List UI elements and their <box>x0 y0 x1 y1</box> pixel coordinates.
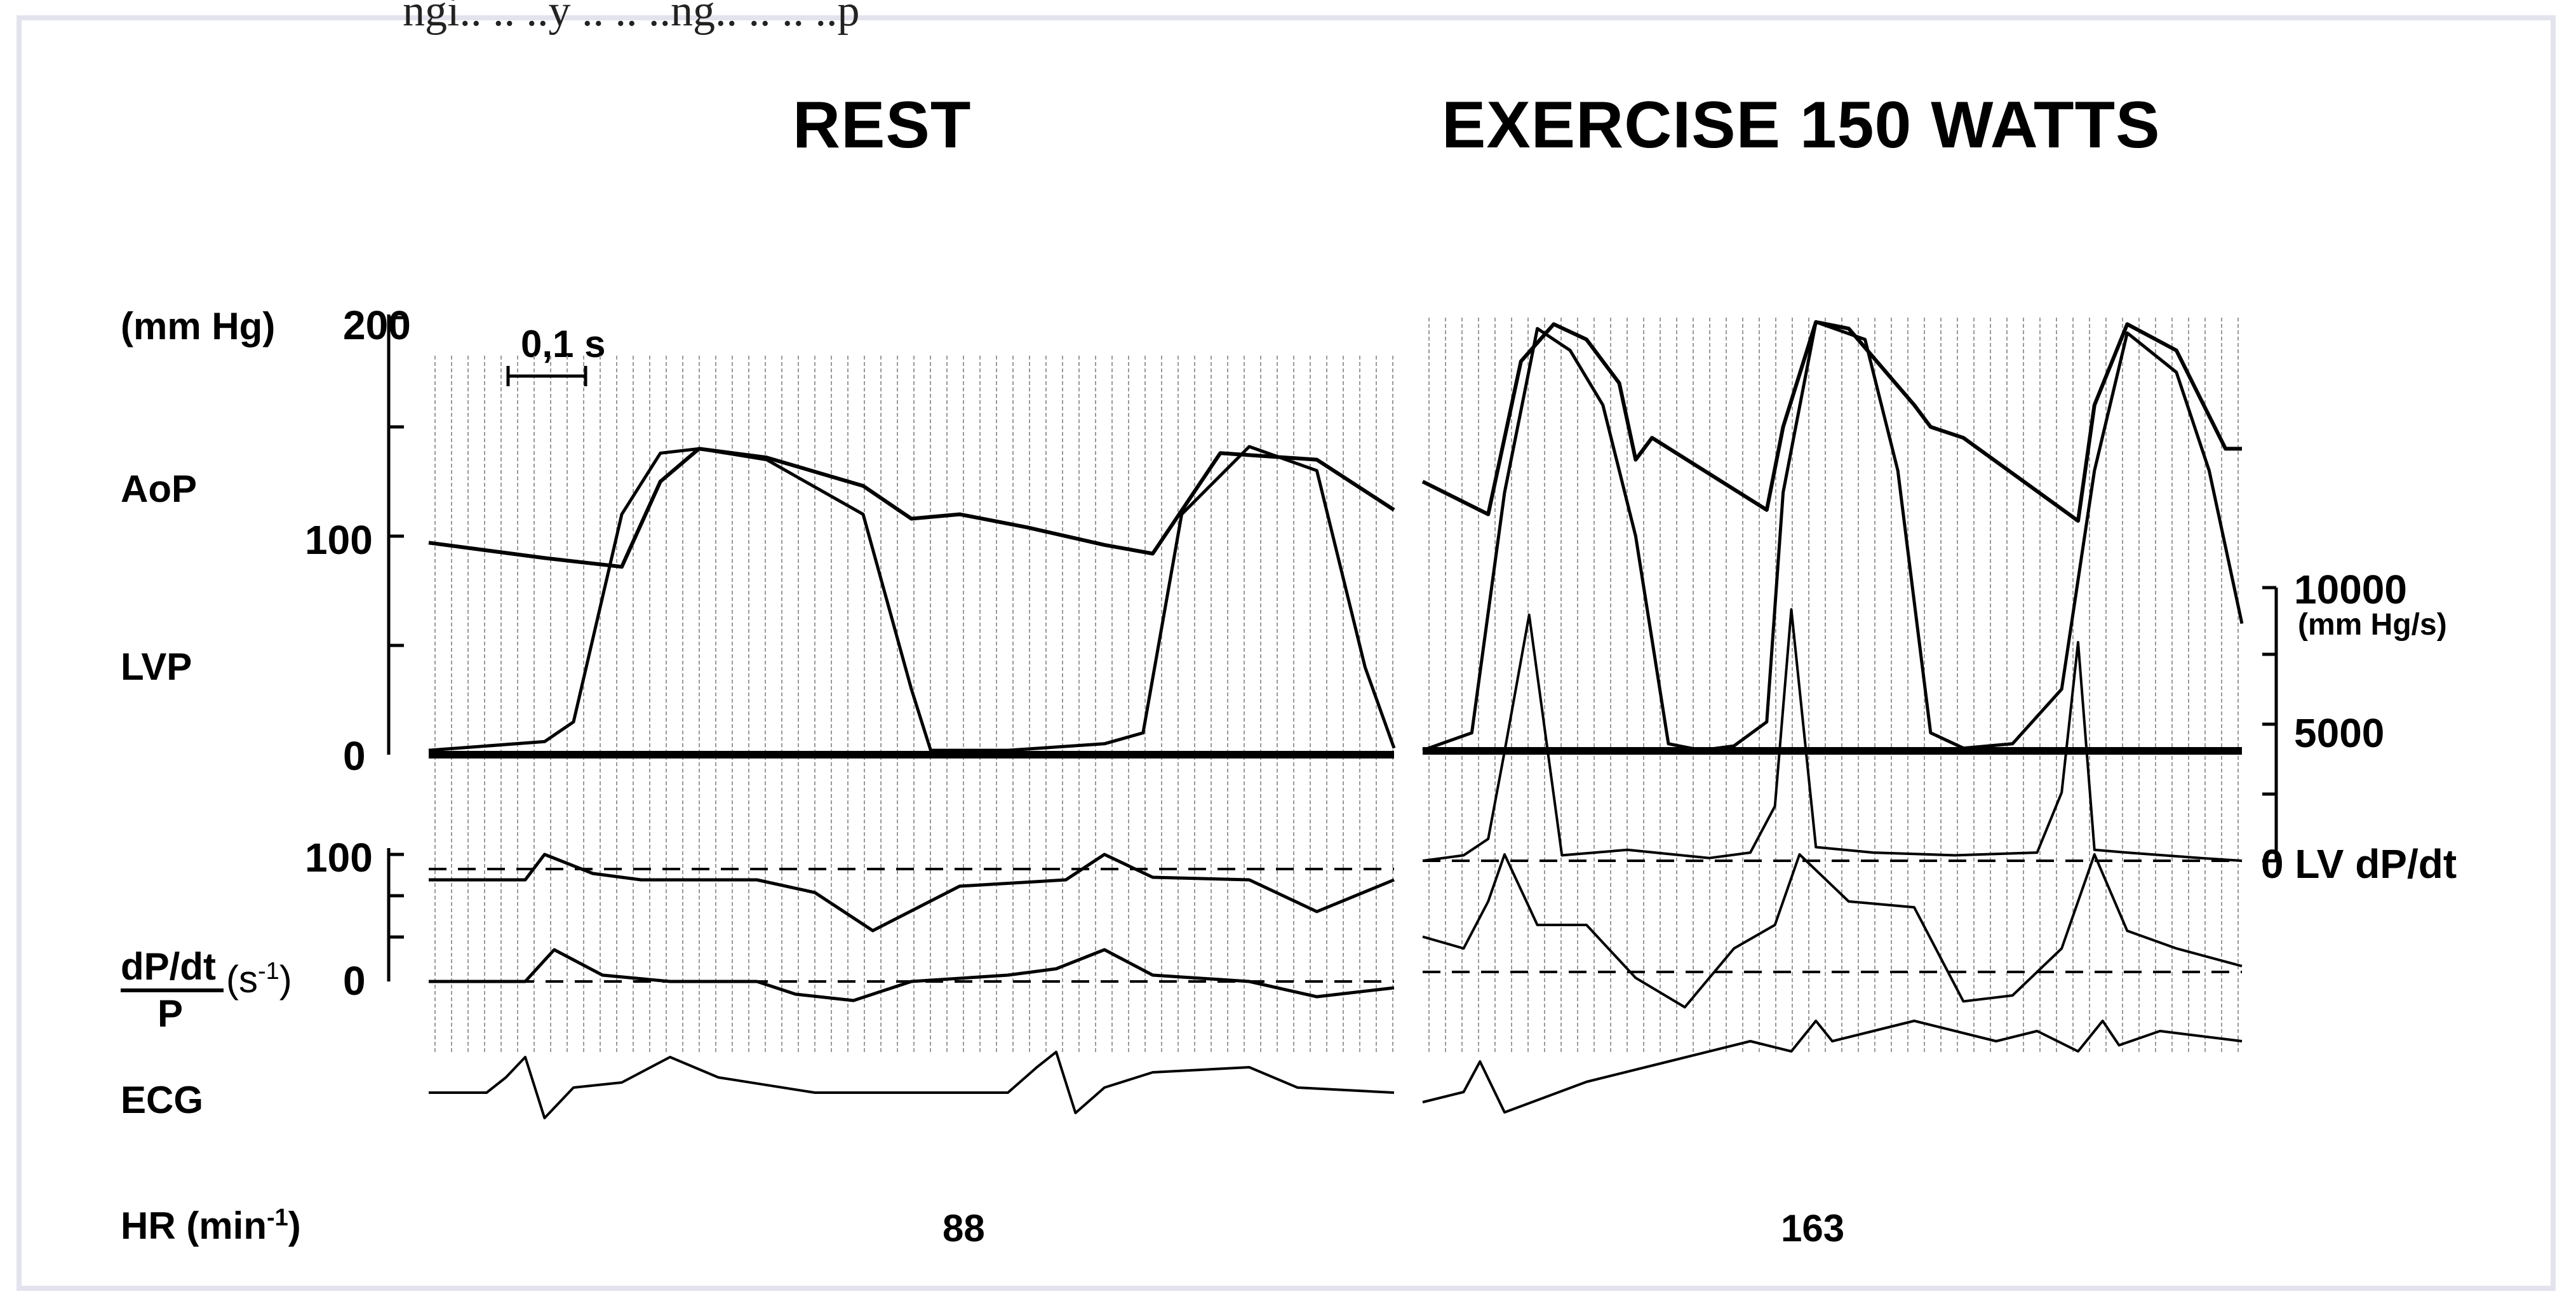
dpdt-numerator: dP/dt <box>121 945 216 988</box>
tick-200: 200 <box>343 302 411 348</box>
right-unit: (mm Hg/s) <box>2298 608 2447 642</box>
exercise-dpdtp-series <box>1422 853 2243 1009</box>
tick-100: 100 <box>305 517 373 563</box>
right-tick-0-lv-dpdt: 0 LV dP/dt <box>2261 841 2457 887</box>
right-tick-5000: 5000 <box>2294 710 2385 756</box>
exercise-title: EXERCISE 150 WATTS <box>1442 88 2161 162</box>
exercise-lvp-series <box>1422 320 2244 752</box>
exercise-lv-dpdt-series <box>1422 608 2243 862</box>
tick-dpdtp-100: 100 <box>305 835 373 880</box>
channel-lvp-label: LVP <box>121 645 192 688</box>
rest-dpdtp-lower-series <box>429 948 1395 1002</box>
hr-exercise-value: 163 <box>1781 1207 1845 1250</box>
tick-0: 0 <box>343 733 366 779</box>
fraction-bar <box>121 988 224 992</box>
hr-label: HR (min-1) <box>121 1204 301 1247</box>
header-fragment: ngi.. .. ..y .. .. ..ng.. .. .. ..p <box>403 0 860 36</box>
tick-dpdtp-0: 0 <box>343 958 366 1004</box>
right-tick-10000: 10000 <box>2294 567 2407 612</box>
hr-rest-value: 88 <box>943 1207 985 1250</box>
figure-frame: ngi.. .. ..y .. .. ..ng.. .. .. ..p <box>17 0 2556 1291</box>
channel-ecg-label: ECG <box>121 1079 204 1121</box>
rest-lvp-series <box>428 445 1396 752</box>
dpdt-denominator: P <box>158 992 184 1035</box>
exercise-aop-series <box>1421 320 2242 523</box>
rest-aop-series <box>428 447 1395 569</box>
y-unit-label: (mm Hg) <box>121 305 276 347</box>
channel-aop-label: AoP <box>121 468 197 510</box>
rest-title: REST <box>793 88 972 162</box>
rest-ecg-series <box>429 1051 1395 1119</box>
dpdt-unit: (s-1) <box>226 958 292 1001</box>
exercise-ecg-series <box>1422 1020 2243 1114</box>
scale-bar-label: 0,1 s <box>521 323 606 365</box>
rest-dpdtp-upper-series <box>429 853 1395 933</box>
